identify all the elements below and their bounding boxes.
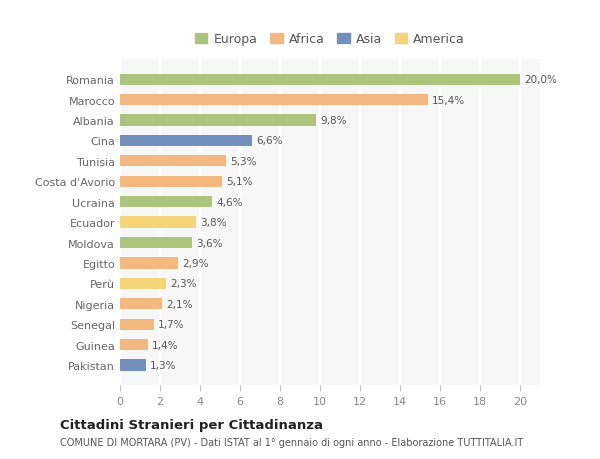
Bar: [120, 95, 428, 106]
Bar: [120, 237, 192, 249]
Legend: Europa, Africa, Asia, America: Europa, Africa, Asia, America: [195, 34, 465, 46]
Bar: [120, 359, 146, 371]
Bar: [120, 74, 520, 86]
Text: 2,3%: 2,3%: [170, 279, 197, 289]
Text: 3,6%: 3,6%: [196, 238, 223, 248]
Bar: [120, 196, 212, 208]
Text: Cittadini Stranieri per Cittadinanza: Cittadini Stranieri per Cittadinanza: [60, 418, 323, 431]
Bar: [120, 115, 316, 126]
Bar: [120, 156, 226, 167]
Text: 15,4%: 15,4%: [432, 95, 465, 106]
Text: 1,7%: 1,7%: [158, 319, 185, 330]
Text: 9,8%: 9,8%: [320, 116, 347, 126]
Bar: [120, 339, 148, 350]
Text: 20,0%: 20,0%: [524, 75, 557, 85]
Bar: [120, 278, 166, 289]
Text: 2,1%: 2,1%: [166, 299, 193, 309]
Bar: [120, 135, 252, 147]
Text: 5,1%: 5,1%: [226, 177, 253, 187]
Text: 4,6%: 4,6%: [216, 197, 242, 207]
Text: 1,3%: 1,3%: [150, 360, 176, 370]
Bar: [120, 298, 162, 310]
Text: 6,6%: 6,6%: [256, 136, 283, 146]
Bar: [120, 319, 154, 330]
Text: 1,4%: 1,4%: [152, 340, 179, 350]
Bar: [120, 176, 222, 187]
Text: COMUNE DI MORTARA (PV) - Dati ISTAT al 1° gennaio di ogni anno - Elaborazione TU: COMUNE DI MORTARA (PV) - Dati ISTAT al 1…: [60, 437, 523, 447]
Bar: [120, 258, 178, 269]
Text: 3,8%: 3,8%: [200, 218, 227, 228]
Text: 2,9%: 2,9%: [182, 258, 209, 269]
Text: 5,3%: 5,3%: [230, 157, 257, 167]
Bar: [120, 217, 196, 228]
